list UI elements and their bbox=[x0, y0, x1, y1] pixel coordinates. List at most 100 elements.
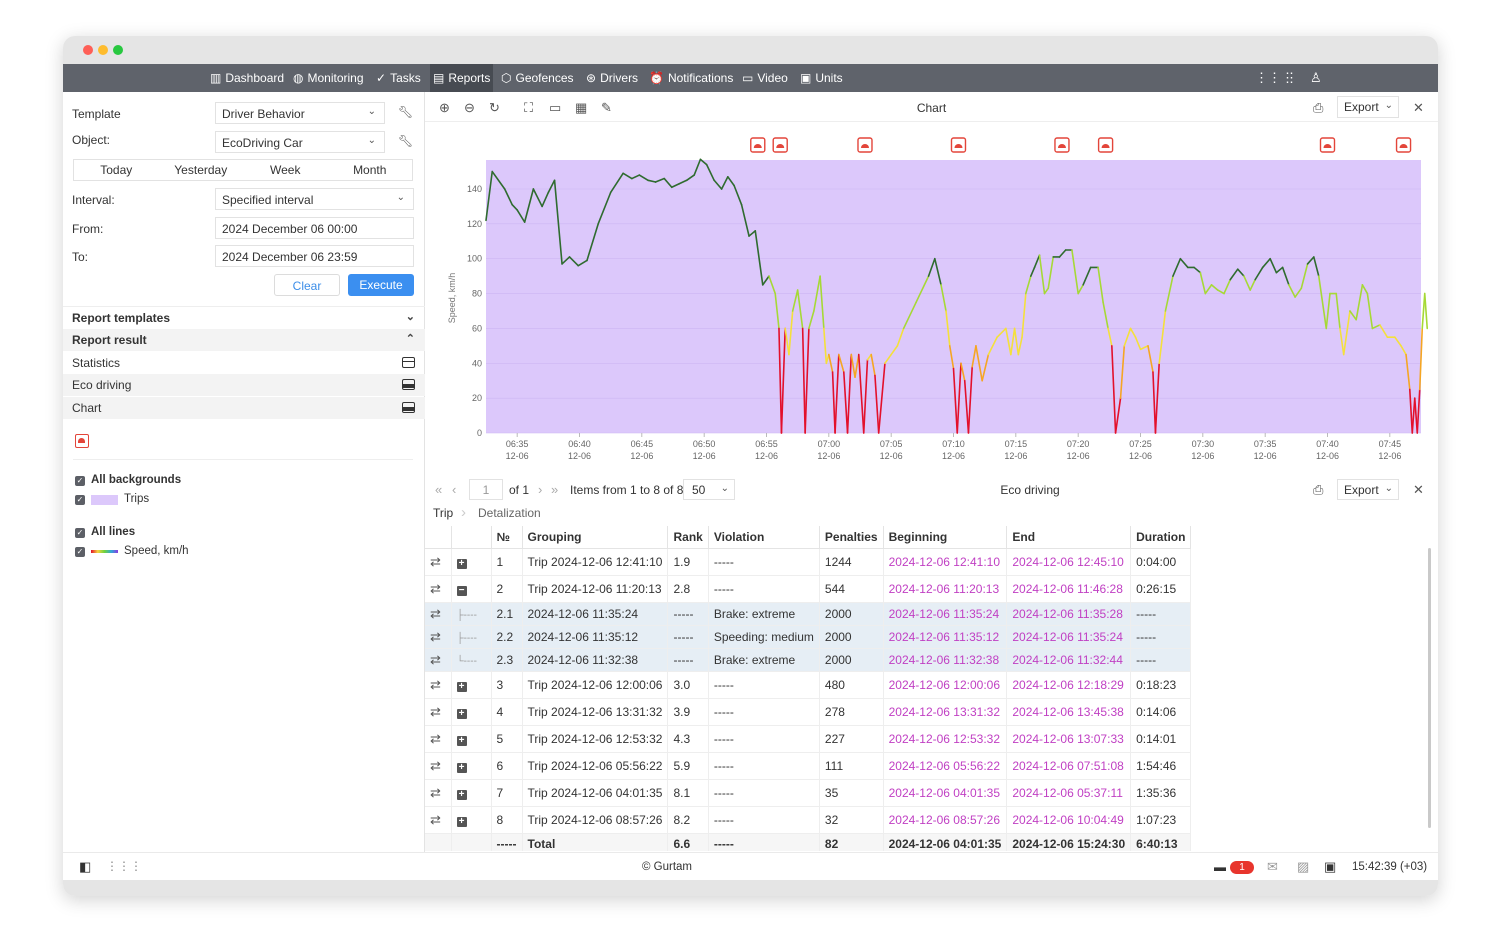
billing-icon[interactable]: ▬ bbox=[1214, 860, 1226, 874]
wrench-icon[interactable]: 🔧︎ bbox=[398, 105, 414, 119]
table-row[interactable]: ⇄ +5 Trip 2024-12-06 12:53:32 4.3 ----- 227 20… bbox=[425, 725, 1192, 753]
table-row[interactable]: ⇄ +7 Trip 2024-12-06 04:01:35 8.1 ----- 35 202… bbox=[425, 779, 1192, 807]
expand-cell[interactable]: + bbox=[451, 752, 492, 780]
table-row[interactable]: ⇄ +1 Trip 2024-12-06 12:41:10 1.9 ----- 1244 2… bbox=[425, 548, 1192, 576]
from-input[interactable]: 2024 December 06 00:00 bbox=[215, 217, 414, 239]
report-templates-section[interactable]: Report templates ⌄ bbox=[63, 306, 425, 328]
to-input[interactable]: 2024 December 06 23:59 bbox=[215, 245, 414, 267]
execute-button[interactable]: Execute bbox=[348, 274, 414, 296]
route-cell[interactable]: ⇄ bbox=[425, 806, 452, 834]
route-icon[interactable]: ⇄ bbox=[430, 811, 441, 827]
route-icon[interactable]: ⇄ bbox=[430, 730, 441, 746]
chart-export-button[interactable]: Export ⌄ bbox=[1337, 96, 1399, 118]
expand-icon[interactable]: + bbox=[456, 762, 467, 773]
nav-units[interactable]: ▣ Units bbox=[797, 64, 846, 92]
expand-icon[interactable]: + bbox=[456, 735, 467, 746]
expand-cell[interactable]: + bbox=[451, 725, 492, 753]
expand-icon[interactable]: + bbox=[456, 708, 467, 719]
header-rank[interactable]: Rank bbox=[667, 526, 709, 549]
route-icon[interactable]: ⇄ bbox=[430, 703, 441, 719]
nav-dashboard[interactable]: ▥ Dashboard bbox=[207, 64, 287, 92]
table-row[interactable]: ⇄ +6 Trip 2024-12-06 05:56:22 5.9 ----- 111 20… bbox=[425, 752, 1192, 780]
prev-page-icon[interactable]: ‹ bbox=[452, 482, 457, 497]
tab-detalization[interactable]: Detalization bbox=[478, 506, 541, 520]
route-icon[interactable]: ⇄ bbox=[430, 628, 441, 644]
header-violation[interactable]: Violation bbox=[708, 526, 820, 549]
nav-reports[interactable]: ▤ Reports bbox=[430, 64, 494, 92]
print-icon[interactable]: ⎙ bbox=[1313, 100, 1324, 115]
panel-toggle-icon[interactable]: ◧ bbox=[79, 859, 92, 874]
table-scrollbar[interactable] bbox=[1428, 548, 1431, 828]
total-row[interactable]: ----- Total 6.6 ----- 82 2024-12-06 04:01:35 2… bbox=[425, 833, 1192, 851]
all-backgrounds-checkbox[interactable]: ✓ bbox=[75, 476, 85, 486]
user-icon[interactable]: ♙ bbox=[1310, 70, 1322, 85]
all-lines-checkbox[interactable]: ✓ bbox=[75, 528, 85, 538]
speed-checkbox[interactable]: ✓ bbox=[75, 547, 85, 557]
print-icon[interactable]: ⎙ bbox=[1313, 482, 1324, 497]
reset-zoom-icon[interactable]: ↻ bbox=[489, 100, 500, 115]
detail-row[interactable]: ⇄ └---- 2.3 2024-12-06 11:32:38 ----- Brake: … bbox=[425, 648, 1192, 672]
close-table-icon[interactable]: ✕ bbox=[1413, 482, 1424, 497]
result-statistics[interactable]: Statistics bbox=[63, 352, 425, 374]
result-eco-driving[interactable]: Eco driving bbox=[63, 374, 425, 396]
table-export-button[interactable]: Export ⌄ bbox=[1337, 479, 1399, 500]
header-duration[interactable]: Duration bbox=[1130, 526, 1192, 549]
pencil-icon[interactable]: ✎ bbox=[601, 100, 612, 115]
wrench-icon[interactable]: 🔧︎ bbox=[398, 134, 414, 148]
event-marker-icon[interactable] bbox=[75, 434, 89, 448]
period-month[interactable]: Month bbox=[353, 163, 387, 177]
zoom-in-icon[interactable]: ⊕ bbox=[439, 100, 450, 115]
route-cell[interactable]: ⇄ bbox=[425, 725, 452, 753]
nav-video[interactable]: ▭ Video bbox=[739, 64, 791, 92]
route-cell[interactable]: ⇄ bbox=[425, 625, 452, 649]
header-end[interactable]: End bbox=[1006, 526, 1132, 549]
expand-icon[interactable]: + bbox=[456, 681, 467, 692]
nav-notifications[interactable]: ⏰ Notifications bbox=[646, 64, 736, 92]
page-size-select[interactable]: 50 ⌄ bbox=[683, 479, 735, 500]
nav-geofences[interactable]: ⬡ Geofences bbox=[498, 64, 577, 92]
nav-drivers[interactable]: ⊛ Drivers bbox=[583, 64, 641, 92]
result-chart[interactable]: Chart bbox=[63, 397, 425, 419]
route-cell[interactable]: ⇄ bbox=[425, 779, 452, 807]
collapse-icon[interactable]: − bbox=[456, 585, 467, 596]
expand-icon[interactable]: + bbox=[456, 558, 467, 569]
next-page-icon[interactable]: › bbox=[538, 482, 543, 497]
header-grouping[interactable]: Grouping bbox=[522, 526, 669, 549]
grid-icon[interactable]: ⋮⋮⋮ bbox=[106, 859, 142, 873]
route-cell[interactable]: ⇄ bbox=[425, 548, 452, 576]
table-row[interactable]: ⇄ +3 Trip 2024-12-06 12:00:06 3.0 ----- 480 20… bbox=[425, 671, 1192, 699]
expand-cell[interactable]: + bbox=[451, 779, 492, 807]
trips-checkbox[interactable]: ✓ bbox=[75, 495, 85, 505]
expand-cell[interactable]: + bbox=[451, 698, 492, 726]
calendar-icon[interactable]: ▦ bbox=[575, 100, 588, 115]
speed-chart[interactable]: 0 20 40 60 80 100 120 140 Speed, km/h 06:35 12-06 0… bbox=[433, 128, 1433, 473]
route-cell[interactable]: ⇄ bbox=[425, 575, 452, 603]
last-page-icon[interactable]: » bbox=[551, 482, 559, 497]
header-beginning[interactable]: Beginning bbox=[883, 526, 1008, 549]
close-window-icon[interactable] bbox=[83, 45, 93, 55]
route-cell[interactable]: ⇄ bbox=[425, 752, 452, 780]
fit-icon[interactable]: ⛶ bbox=[524, 100, 534, 115]
route-icon[interactable]: ⇄ bbox=[430, 651, 441, 667]
expand-cell[interactable]: − bbox=[451, 575, 492, 603]
comment-icon[interactable]: ▭ bbox=[549, 100, 562, 115]
apps-grid-icon[interactable]: ⋮⋮⋮ bbox=[1255, 70, 1294, 85]
maximize-window-icon[interactable] bbox=[113, 45, 123, 55]
card-icon[interactable]: ▣ bbox=[1324, 859, 1337, 874]
minimize-window-icon[interactable] bbox=[98, 45, 108, 55]
speed-chart-svg[interactable]: 0 20 40 60 80 100 120 140 Speed, km/h 06:35 12-06 0… bbox=[433, 128, 1433, 473]
table-row[interactable]: ⇄ +8 Trip 2024-12-06 08:57:26 8.2 ----- 32 202… bbox=[425, 806, 1192, 834]
route-icon[interactable]: ⇄ bbox=[430, 553, 441, 569]
expand-cell[interactable]: + bbox=[451, 548, 492, 576]
interval-select[interactable]: Specified interval ⌄ bbox=[215, 188, 414, 210]
nav-monitoring[interactable]: ◍ Monitoring bbox=[290, 64, 367, 92]
template-select[interactable]: Driver Behavior ⌄ bbox=[215, 102, 385, 124]
route-icon[interactable]: ⇄ bbox=[430, 676, 441, 692]
clear-button[interactable]: Clear bbox=[274, 274, 340, 296]
period-week[interactable]: Week bbox=[270, 163, 301, 177]
route-cell[interactable]: ⇄ bbox=[425, 648, 452, 672]
detail-row[interactable]: ⇄ ├---- 2.1 2024-12-06 11:35:24 ----- Brake: … bbox=[425, 602, 1192, 626]
report-result-section[interactable]: Report result ⌃ bbox=[63, 329, 425, 351]
tab-trip[interactable]: Trip bbox=[433, 506, 454, 520]
route-icon[interactable]: ⇄ bbox=[430, 757, 441, 773]
